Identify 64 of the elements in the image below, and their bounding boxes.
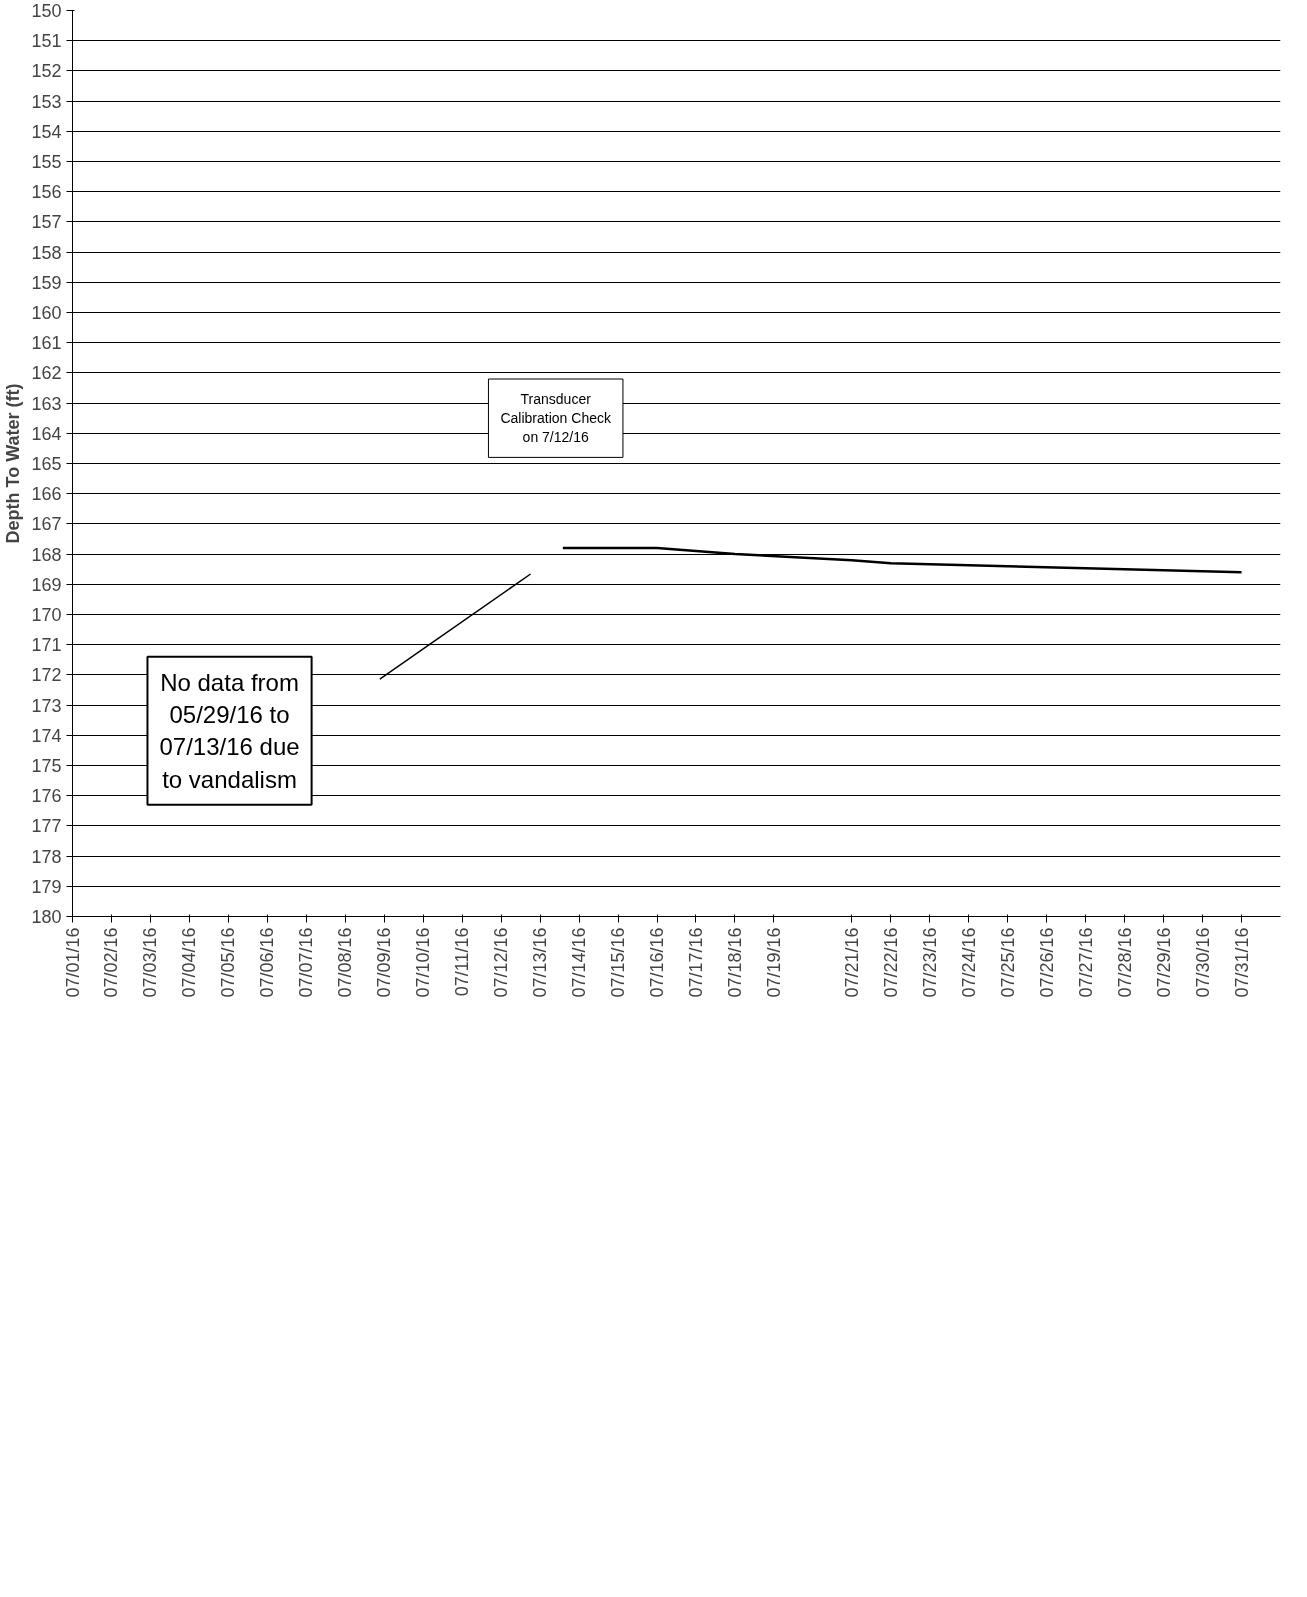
y-tick-label: 177 — [31, 816, 62, 837]
y-tick-label: 150 — [31, 1, 62, 21]
x-tick-label: 07/26/16 — [1036, 927, 1057, 998]
x-tick-label: 07/15/16 — [608, 927, 629, 998]
x-tick-label: 07/17/16 — [685, 927, 706, 998]
y-tick-label: 157 — [31, 212, 62, 233]
y-tick-label: 164 — [31, 423, 62, 444]
x-tick-label: 07/11/16 — [452, 927, 473, 997]
y-tick-label: 155 — [31, 152, 62, 172]
x-tick-label: 07/09/16 — [374, 927, 395, 998]
y-tick-label: 163 — [31, 393, 62, 414]
x-tick-label: 07/14/16 — [569, 927, 590, 998]
y-axis-title: Depth To Water (ft) — [3, 383, 24, 544]
y-tick-label: 178 — [31, 846, 62, 867]
x-tick-label: 07/13/16 — [530, 927, 551, 998]
y-tick-label: 174 — [31, 725, 62, 746]
x-tick-label: 07/21/16 — [841, 927, 862, 998]
x-tick-label: 07/08/16 — [335, 927, 356, 998]
y-tick-label: 175 — [31, 756, 62, 776]
x-tick-label: 07/28/16 — [1114, 927, 1135, 998]
y-tick-label: 168 — [31, 544, 62, 565]
x-tick-label: 07/02/16 — [101, 927, 122, 998]
x-tick-label: 07/12/16 — [491, 927, 512, 998]
x-tick-label: 07/30/16 — [1192, 927, 1213, 998]
y-tick-label: 172 — [31, 665, 62, 686]
y-tick-label: 152 — [31, 61, 62, 82]
y-tick-label: 179 — [31, 876, 62, 897]
x-tick-label: 07/04/16 — [179, 927, 200, 998]
y-tick-label: 166 — [31, 484, 62, 505]
annotation: Transducer Calibration Check on 7/12/16 — [500, 391, 612, 446]
y-tick-label: 173 — [31, 695, 62, 716]
x-tick-label: 07/01/16 — [62, 927, 83, 998]
x-tick-label: 07/05/16 — [218, 927, 239, 998]
y-tick-label: 180 — [31, 907, 62, 927]
x-tick-label: 07/03/16 — [140, 927, 161, 998]
y-tick-label: 176 — [31, 786, 62, 807]
y-tick-label: 156 — [31, 182, 62, 203]
y-tick-label: 158 — [31, 242, 62, 263]
x-tick-label: 07/16/16 — [647, 927, 668, 998]
annotation: No data from 05/29/16 to 07/13/16 due to vandalism — [159, 668, 300, 793]
y-tick-label: 160 — [31, 303, 62, 323]
x-tick-label: 07/25/16 — [997, 927, 1018, 998]
x-tick-label: 07/19/16 — [763, 927, 784, 998]
y-tick-label: 167 — [31, 514, 62, 535]
x-tick-label: 07/07/16 — [296, 927, 317, 998]
y-tick-label: 169 — [31, 574, 62, 595]
x-tick-label: 07/27/16 — [1075, 927, 1096, 998]
y-tick-label: 159 — [31, 272, 62, 293]
x-tick-label: 07/24/16 — [958, 927, 979, 998]
x-tick-label: 07/06/16 — [257, 927, 278, 998]
x-tick-label: 07/10/16 — [413, 927, 434, 998]
x-tick-label: 07/23/16 — [919, 927, 940, 998]
x-tick-label: 07/18/16 — [724, 927, 745, 998]
y-tick-label: 165 — [31, 454, 62, 474]
x-tick-label: 07/29/16 — [1153, 927, 1174, 998]
x-tick-label: 07/31/16 — [1231, 927, 1252, 998]
y-tick-label: 151 — [31, 31, 62, 52]
y-tick-label: 162 — [31, 363, 62, 384]
y-tick-label: 161 — [31, 333, 62, 354]
y-tick-label: 171 — [31, 635, 62, 656]
y-tick-label: 154 — [31, 121, 62, 142]
y-tick-label: 153 — [31, 91, 62, 112]
y-tick-label: 170 — [31, 605, 62, 625]
x-tick-label: 07/22/16 — [880, 927, 901, 998]
